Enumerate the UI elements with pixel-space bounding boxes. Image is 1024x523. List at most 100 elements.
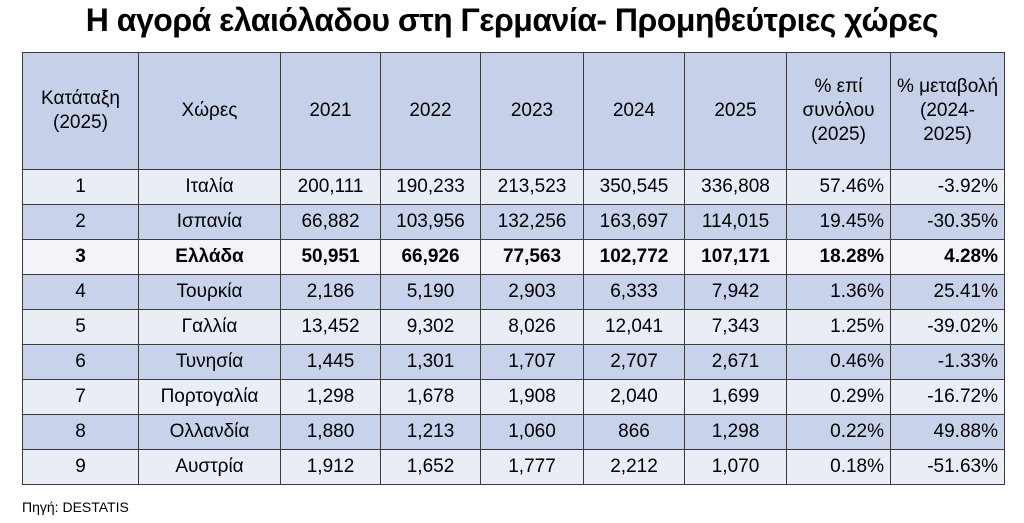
table-row: 7 Πορτογαλία 1,298 1,678 1,908 2,040 1,699 0.29…	[22, 379, 1005, 415]
table-cell: 2,186	[280, 274, 381, 310]
table-cell: 2,903	[480, 274, 584, 310]
table-cell: 163,697	[583, 204, 685, 240]
table-cell: 1,298	[280, 379, 381, 415]
column-header: 2025	[684, 52, 787, 170]
column-header: Κατάταξη (2025)	[22, 52, 139, 170]
table-cell: 6,333	[583, 274, 685, 310]
table-header: Κατάταξη (2025) Χώρες 2021 2022 2023 2024 2025…	[22, 52, 1005, 170]
table-cell: 336,808	[684, 169, 787, 205]
table-cell: 190,233	[380, 169, 481, 205]
table-cell: 1,298	[684, 414, 787, 450]
table-cell: Ισπανία	[138, 204, 281, 240]
table-cell: 57.46%	[786, 169, 891, 205]
table-cell: 1,699	[684, 379, 787, 415]
table-row: 5 Γαλλία 13,452 9,302 8,026 12,041 7,343 1.25% -…	[22, 309, 1005, 345]
table-cell: -16.72%	[890, 379, 1005, 415]
table-cell: 1,912	[280, 449, 381, 485]
table-cell: 5	[22, 309, 139, 345]
table-cell: 7,343	[684, 309, 787, 345]
table-cell: 0.46%	[786, 344, 891, 380]
table-cell: 132,256	[480, 204, 584, 240]
table-cell: 5,190	[380, 274, 481, 310]
table-cell: 12,041	[583, 309, 685, 345]
column-header: 2021	[280, 52, 381, 170]
table-cell: 1,070	[684, 449, 787, 485]
column-header: 2023	[480, 52, 584, 170]
table-cell: 66,882	[280, 204, 381, 240]
table-cell: 1	[22, 169, 139, 205]
table-cell: 2,671	[684, 344, 787, 380]
table-cell: 66,926	[380, 239, 481, 275]
table-row: 3 Ελλάδα 50,951 66,926 77,563 102,772 107,171 1…	[22, 239, 1005, 275]
table-cell: Τουρκία	[138, 274, 281, 310]
table-cell: 7,942	[684, 274, 787, 310]
table-row: 8 Ολλανδία 1,880 1,213 1,060 866 1,298 0.22% 49.…	[22, 414, 1005, 450]
table-cell: -51.63%	[890, 449, 1005, 485]
table-cell: 114,015	[684, 204, 787, 240]
table-cell: 0.22%	[786, 414, 891, 450]
table-cell: 2	[22, 204, 139, 240]
column-header: 2024	[583, 52, 685, 170]
table-cell: 3	[22, 239, 139, 275]
table-cell: 4.28%	[890, 239, 1005, 275]
table-cell: Τυνησία	[138, 344, 281, 380]
table-cell: Πορτογαλία	[138, 379, 281, 415]
table-cell: 2,707	[583, 344, 685, 380]
table-cell: 1,777	[480, 449, 584, 485]
table-cell: 25.41%	[890, 274, 1005, 310]
table-cell: 6	[22, 344, 139, 380]
table-cell: 9	[22, 449, 139, 485]
table-cell: 107,171	[684, 239, 787, 275]
table-cell: 77,563	[480, 239, 584, 275]
table-cell: 8	[22, 414, 139, 450]
table-cell: 1,213	[380, 414, 481, 450]
table-row: 4 Τουρκία 2,186 5,190 2,903 6,333 7,942 1.36% 25…	[22, 274, 1005, 310]
table-cell: 1,880	[280, 414, 381, 450]
table-cell: 350,545	[583, 169, 685, 205]
table-cell: 1,301	[380, 344, 481, 380]
table-cell: 2,040	[583, 379, 685, 415]
table-row: 9 Αυστρία 1,912 1,652 1,777 2,212 1,070 0.18% -5…	[22, 449, 1005, 485]
column-header: % μεταβολή (2024-2025)	[890, 52, 1005, 170]
table-cell: 2,212	[583, 449, 685, 485]
table-cell: Ολλανδία	[138, 414, 281, 450]
table-cell: 49.88%	[890, 414, 1005, 450]
table-cell: Γαλλία	[138, 309, 281, 345]
table-cell: 102,772	[583, 239, 685, 275]
table-cell: 13,452	[280, 309, 381, 345]
table-row: 1 Ιταλία 200,111 190,233 213,523 350,545 336,8…	[22, 169, 1005, 205]
table-cell: 4	[22, 274, 139, 310]
table-cell: 200,111	[280, 169, 381, 205]
table-cell: 1,652	[380, 449, 481, 485]
column-header: % επί συνόλου (2025)	[786, 52, 891, 170]
table-cell: 213,523	[480, 169, 584, 205]
table-cell: Ιταλία	[138, 169, 281, 205]
table-body: 1 Ιταλία 200,111 190,233 213,523 350,545 336,8…	[22, 169, 1005, 485]
table-cell: 50,951	[280, 239, 381, 275]
table-cell: 0.18%	[786, 449, 891, 485]
header-row: Κατάταξη (2025) Χώρες 2021 2022 2023 2024 2025…	[22, 52, 1005, 170]
table-cell: 1.25%	[786, 309, 891, 345]
table-cell: 7	[22, 379, 139, 415]
table-cell: 0.29%	[786, 379, 891, 415]
data-table: Κατάταξη (2025) Χώρες 2021 2022 2023 2024 2025…	[22, 52, 1005, 485]
table-cell: Ελλάδα	[138, 239, 281, 275]
table-cell: 1,678	[380, 379, 481, 415]
title: Η αγορά ελαιόλαδου στη Γερμανία- Προμηθε…	[85, 2, 939, 38]
table-cell: 19.45%	[786, 204, 891, 240]
table-cell: 18.28%	[786, 239, 891, 275]
table-cell: -30.35%	[890, 204, 1005, 240]
table-cell: 866	[583, 414, 685, 450]
table-cell: 1,908	[480, 379, 584, 415]
source-note: Πηγή: DESTATIS	[22, 499, 129, 515]
table-cell: 1,445	[280, 344, 381, 380]
table-cell: 1,707	[480, 344, 584, 380]
table-cell: -3.92%	[890, 169, 1005, 205]
table-cell: Αυστρία	[138, 449, 281, 485]
table-cell: -1.33%	[890, 344, 1005, 380]
table-row: 2 Ισπανία 66,882 103,956 132,256 163,697 114,0…	[22, 204, 1005, 240]
column-header: Χώρες	[138, 52, 281, 170]
column-header: 2022	[380, 52, 481, 170]
table-cell: 103,956	[380, 204, 481, 240]
